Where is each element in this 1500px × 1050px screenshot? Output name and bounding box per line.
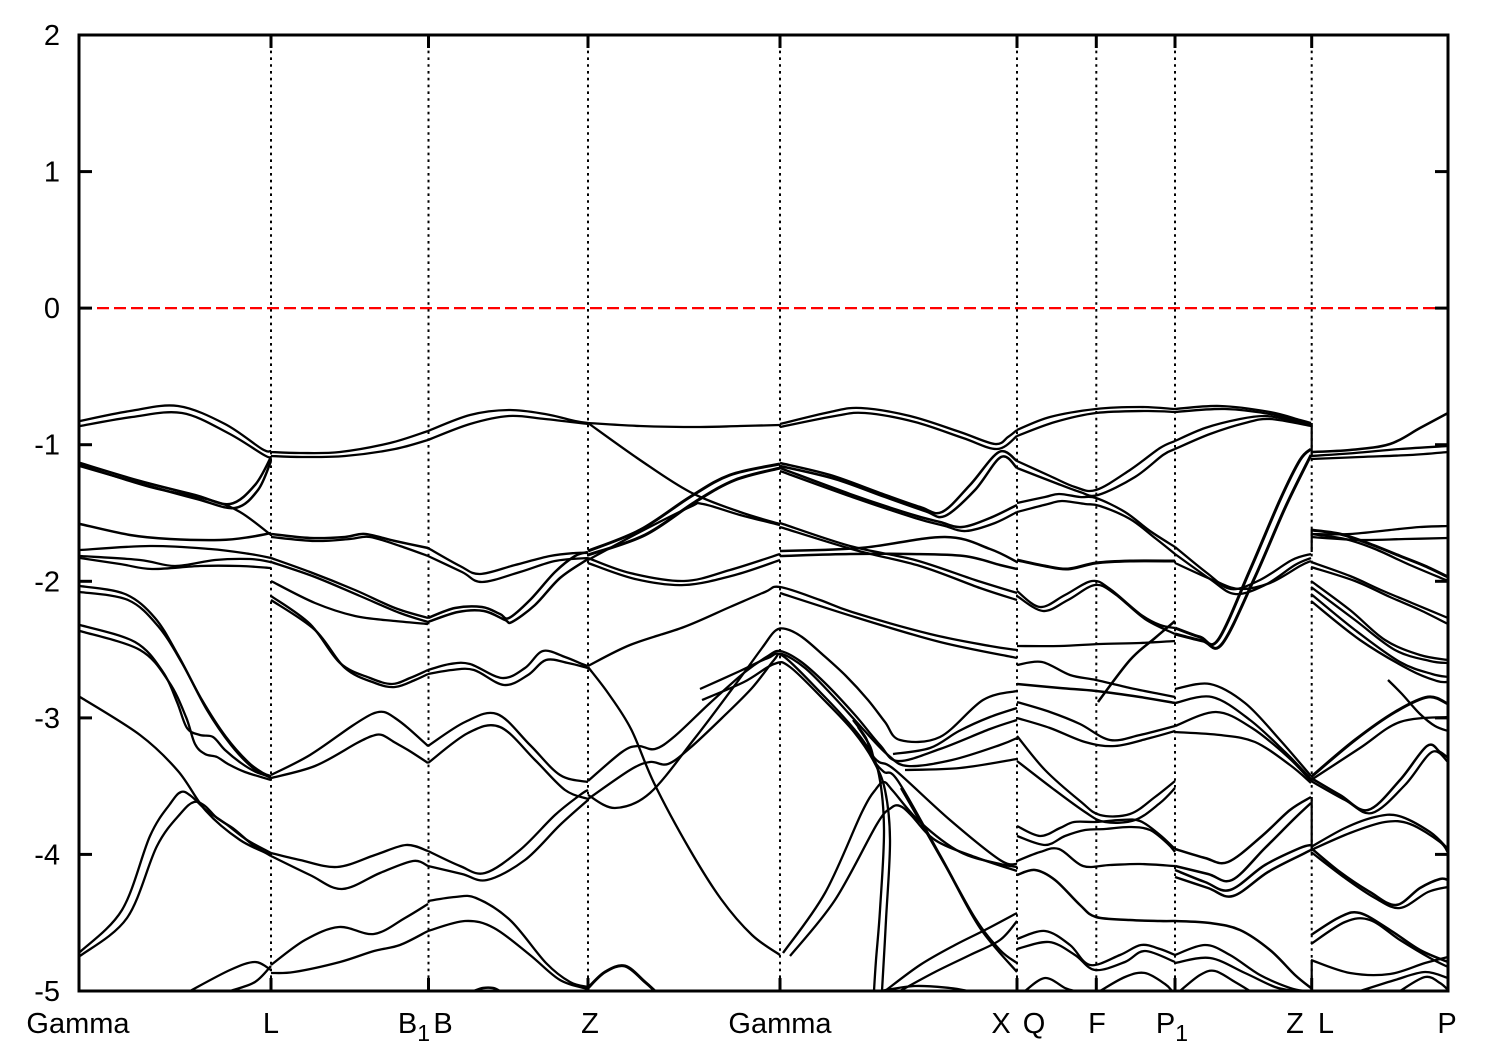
svg-text:-2: -2 xyxy=(34,566,60,598)
svg-text:-4: -4 xyxy=(34,839,60,871)
svg-text:-3: -3 xyxy=(34,703,60,735)
svg-text:1: 1 xyxy=(44,157,60,189)
svg-text:Z: Z xyxy=(581,1008,599,1040)
svg-text:-1: -1 xyxy=(34,430,60,462)
svg-text:L: L xyxy=(263,1008,279,1040)
svg-text:Q: Q xyxy=(1023,1008,1046,1040)
svg-text:Gamma: Gamma xyxy=(728,1008,832,1040)
svg-text:-5: -5 xyxy=(34,976,60,1008)
svg-text:2: 2 xyxy=(44,20,60,52)
svg-text:P: P xyxy=(1437,1008,1456,1040)
svg-text:Z: Z xyxy=(1286,1008,1304,1040)
svg-text:L: L xyxy=(1318,1008,1334,1040)
svg-text:Gamma: Gamma xyxy=(26,1008,130,1040)
svg-text:X: X xyxy=(991,1008,1010,1040)
svg-text:F: F xyxy=(1088,1008,1106,1040)
svg-text:B: B xyxy=(433,1008,452,1040)
svg-text:0: 0 xyxy=(44,293,60,325)
